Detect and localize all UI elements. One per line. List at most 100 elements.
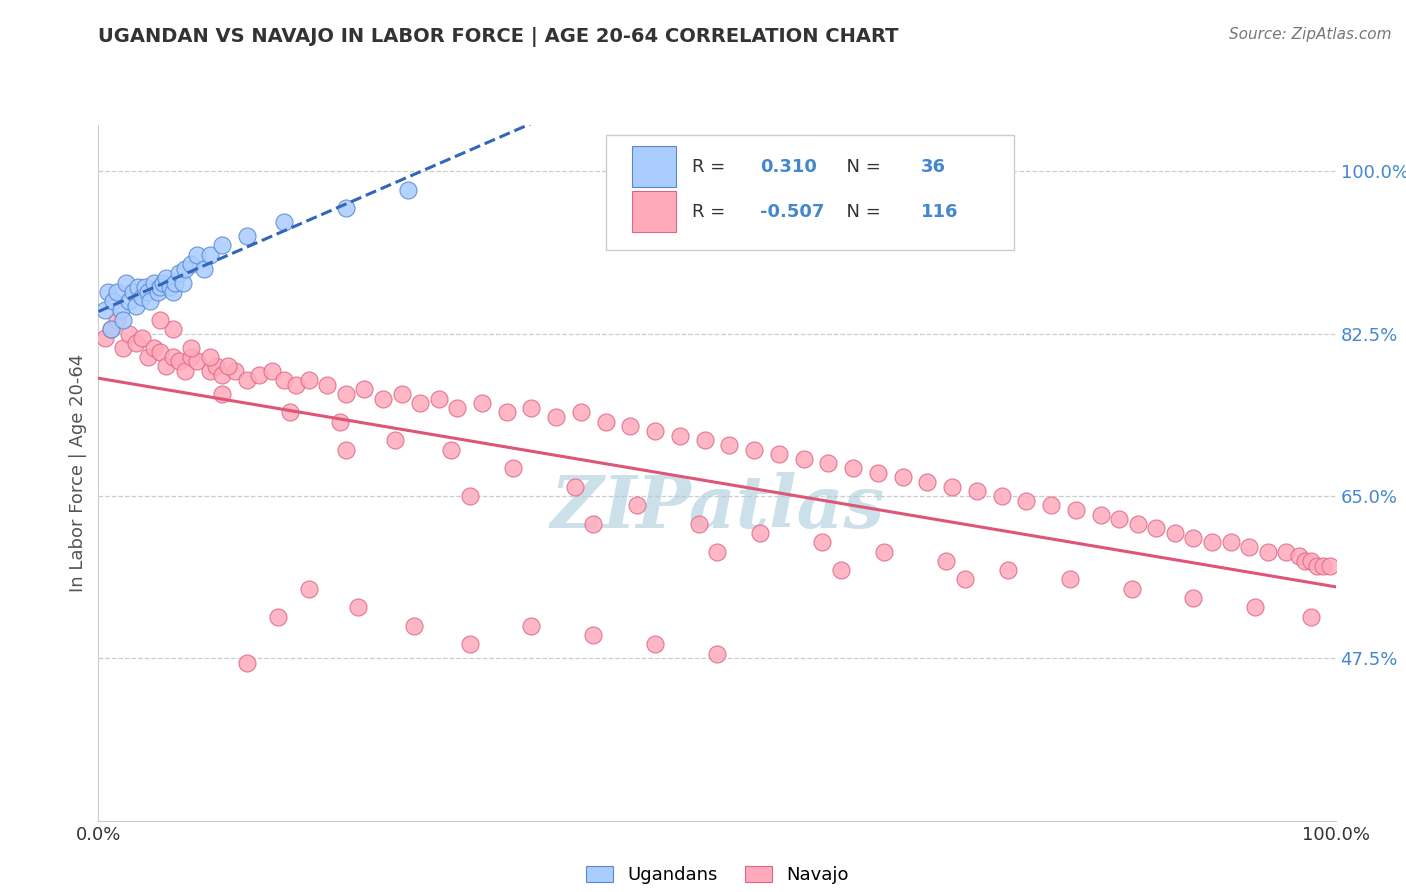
Point: [260, 364, 283, 378]
Point: [298, 373, 321, 387]
Point: [162, 322, 184, 336]
Point: [644, 424, 666, 438]
Point: [520, 619, 543, 633]
Point: [1059, 573, 1081, 587]
Point: [127, 280, 149, 294]
Point: [347, 600, 370, 615]
Point: [644, 637, 666, 651]
Text: N =: N =: [835, 158, 886, 176]
Point: [793, 451, 815, 466]
Point: [316, 377, 339, 392]
Point: [139, 294, 162, 309]
Point: [440, 442, 463, 457]
Text: UGANDAN VS NAVAJO IN LABOR FORCE | AGE 20-64 CORRELATION CHART: UGANDAN VS NAVAJO IN LABOR FORCE | AGE 2…: [98, 27, 898, 46]
Point: [193, 261, 215, 276]
Point: [693, 434, 716, 448]
Point: [1064, 503, 1087, 517]
Point: [124, 299, 146, 313]
Point: [134, 280, 156, 294]
Point: [198, 350, 221, 364]
Point: [458, 489, 481, 503]
Point: [167, 266, 190, 280]
Point: [768, 447, 790, 461]
Point: [1090, 508, 1112, 522]
Point: [298, 582, 321, 596]
Point: [172, 276, 194, 290]
Point: [1182, 591, 1205, 605]
Point: [236, 373, 259, 387]
Point: [706, 544, 728, 558]
Point: [211, 238, 233, 252]
Point: [1312, 558, 1334, 573]
Point: [165, 276, 187, 290]
Point: [146, 285, 169, 299]
Point: [409, 396, 432, 410]
Point: [626, 498, 648, 512]
Point: [866, 466, 889, 480]
Point: [582, 516, 605, 531]
Point: [1144, 521, 1167, 535]
Point: [105, 312, 128, 326]
Point: [997, 563, 1019, 577]
Point: [891, 470, 914, 484]
FancyBboxPatch shape: [631, 146, 676, 187]
Point: [1126, 516, 1149, 531]
Point: [1244, 600, 1267, 615]
Point: [1257, 544, 1279, 558]
Point: [1288, 549, 1310, 564]
Text: 116: 116: [921, 202, 959, 221]
Point: [718, 438, 741, 452]
Point: [1201, 535, 1223, 549]
Point: [198, 248, 221, 262]
Point: [669, 428, 692, 442]
Point: [217, 359, 239, 373]
Point: [205, 359, 228, 373]
Point: [112, 312, 135, 326]
Point: [990, 489, 1012, 503]
Point: [149, 312, 172, 326]
Point: [1108, 512, 1130, 526]
Point: [471, 396, 494, 410]
Point: [162, 350, 184, 364]
Point: [273, 373, 295, 387]
Text: R =: R =: [692, 202, 731, 221]
Text: R =: R =: [692, 158, 731, 176]
Point: [131, 289, 153, 303]
Point: [520, 401, 543, 415]
Point: [1306, 558, 1329, 573]
Point: [143, 341, 166, 355]
Point: [136, 285, 159, 299]
Point: [1182, 531, 1205, 545]
Point: [564, 480, 586, 494]
Point: [371, 392, 394, 406]
Point: [811, 535, 834, 549]
Point: [155, 359, 177, 373]
Point: [335, 202, 357, 216]
Text: 0.310: 0.310: [761, 158, 817, 176]
Point: [267, 609, 290, 624]
Point: [742, 442, 765, 457]
Legend: Ugandans, Navajo: Ugandans, Navajo: [578, 859, 856, 892]
Point: [384, 434, 406, 448]
Point: [122, 285, 145, 299]
Point: [619, 419, 641, 434]
Point: [273, 215, 295, 229]
Point: [830, 563, 852, 577]
Point: [211, 368, 233, 383]
Point: [706, 647, 728, 661]
Point: [100, 322, 122, 336]
Point: [186, 354, 208, 368]
Point: [391, 387, 413, 401]
Point: [335, 442, 357, 457]
Point: [155, 271, 177, 285]
FancyBboxPatch shape: [631, 191, 676, 233]
Point: [502, 461, 524, 475]
Point: [224, 364, 246, 378]
Point: [93, 303, 115, 318]
Point: [1015, 493, 1038, 508]
Point: [186, 248, 208, 262]
Point: [458, 637, 481, 651]
Point: [335, 387, 357, 401]
Point: [118, 294, 141, 309]
Point: [211, 387, 233, 401]
